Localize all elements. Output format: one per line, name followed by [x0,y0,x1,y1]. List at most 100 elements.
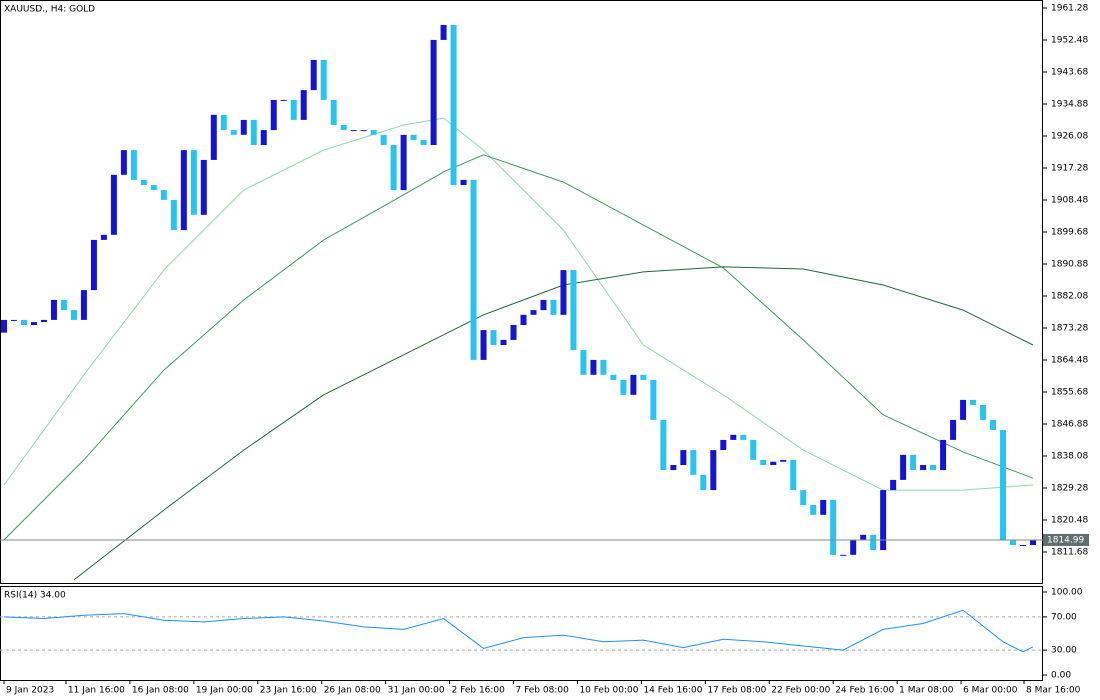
candle [280,99,287,101]
candle [920,465,927,471]
candle [500,339,507,346]
candle [940,439,947,471]
x-tick-label: 26 Jan 08:00 [324,686,381,696]
candle [390,145,397,191]
candle [990,419,997,431]
x-tick-label: 31 Jan 00:00 [388,686,445,696]
candle [430,39,437,146]
candle [660,419,667,471]
candle [790,459,797,491]
candle [840,554,847,556]
x-tick-label: 2 Feb 16:00 [452,686,506,696]
candle [420,139,427,146]
candle [340,125,347,131]
bid-box [1043,533,1089,546]
y-tick-label: 1882.08 [1051,291,1088,301]
candle [830,499,837,555]
x-tick-label: 8 Mar 16:00 [1026,686,1081,696]
candle [110,174,117,235]
candle [750,439,757,460]
candle [570,270,577,351]
candle [590,359,597,375]
candle [560,270,567,315]
candle [820,499,827,515]
candle [0,319,7,333]
y-tick-label: 1899.68 [1051,227,1088,237]
candle [520,314,527,326]
candle [900,454,907,480]
candle [1020,545,1027,547]
y-tick-label: 1961.28 [1051,3,1088,13]
candle [100,234,107,240]
candle [270,99,277,131]
candle [1010,539,1017,546]
candle [190,150,197,215]
candle [580,350,587,375]
x-tick-label: 9 Jan 2023 [6,686,54,696]
candle [700,474,707,491]
y-tick-label: 1855.68 [1051,387,1088,397]
candle [290,99,297,120]
candle [670,465,677,471]
y-tick-label: 1846.88 [1051,419,1088,429]
candle [90,239,97,291]
candle [740,434,747,440]
candle [610,374,617,380]
x-tick-label: 7 Feb 08:00 [516,686,570,696]
candle [240,119,247,135]
candle [550,299,557,315]
candle [720,439,727,451]
candle [510,325,517,340]
candle [600,359,607,375]
candle [910,454,917,471]
candle [450,25,457,186]
candle [870,534,877,551]
candle [320,59,327,100]
candle [930,465,937,471]
y-tick-label: 1820.48 [1051,515,1088,525]
y-tick-label: 1811.68 [1051,547,1088,557]
candle [220,114,227,131]
candle [120,150,127,175]
candle [950,419,957,440]
candle [50,299,57,320]
candle [630,374,637,395]
y-tick-label: 1838.08 [1051,451,1088,461]
x-tick-label: 6 Mar 00:00 [963,686,1018,696]
candle [80,290,87,320]
main-frame [0,0,1043,584]
y-tick-label: 1917.28 [1051,163,1088,173]
y-tick-label: 1926.08 [1051,131,1088,141]
candle [480,330,487,360]
y-tick-label: 1943.68 [1051,67,1088,77]
candle [370,130,377,135]
x-tick-label: 24 Feb 16:00 [835,686,894,696]
candle [650,379,657,420]
candle [730,434,737,440]
y-tick-label: 1829.28 [1051,483,1088,493]
candle [440,25,447,40]
candle [330,99,337,126]
candle [1030,539,1037,546]
candle [810,505,817,515]
candle [640,374,647,380]
candle [980,405,987,420]
x-tick-label: 16 Jan 08:00 [132,686,189,696]
y-tick-label: 1934.88 [1051,99,1088,109]
x-tick-label: 19 Jan 00:00 [196,686,253,696]
candle [200,159,207,215]
candle [530,310,537,315]
candle [400,134,407,191]
candle [780,459,787,462]
candle [360,130,367,132]
candle [460,179,467,186]
rsi-line [3,609,1034,653]
candle [880,490,887,551]
y-tick-label: 70.00 [1051,612,1077,622]
candle [60,299,67,311]
candle [770,461,777,466]
x-tick-label: 23 Jan 16:00 [260,686,317,696]
candle [350,130,357,132]
